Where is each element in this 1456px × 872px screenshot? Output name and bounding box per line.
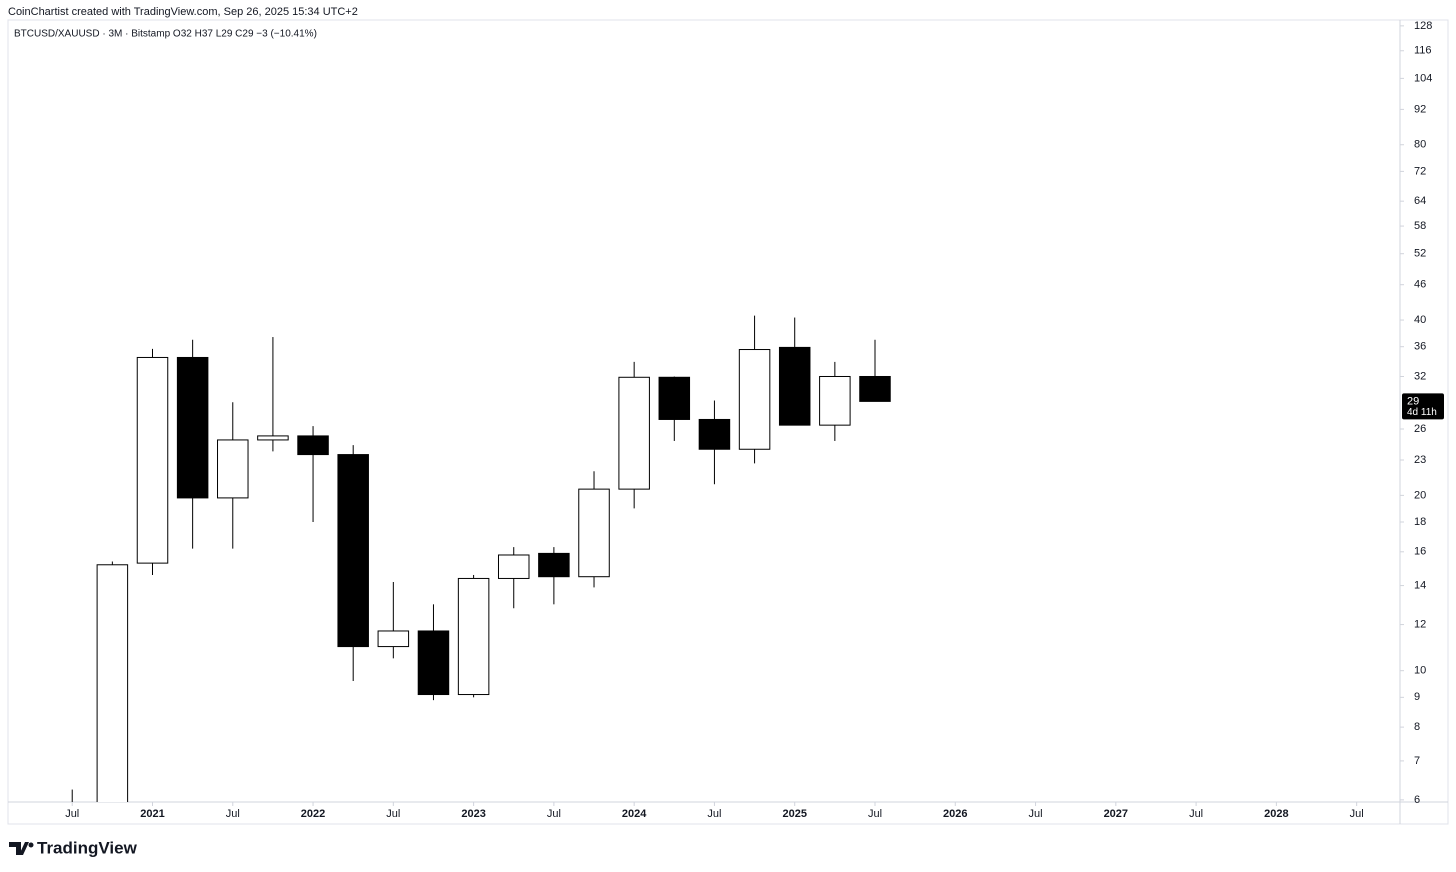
x-tick-label: Jul — [868, 808, 882, 820]
x-tick-label: 2027 — [1104, 808, 1128, 820]
candle-body — [136, 356, 169, 564]
y-tick-label: 23 — [1414, 454, 1426, 466]
credit: CoinChartist created with TradingView.co… — [8, 6, 358, 18]
candle-body — [176, 356, 209, 499]
candle-body — [658, 376, 691, 420]
candle-body — [257, 435, 289, 441]
y-tick-label: 12 — [1414, 618, 1426, 630]
x-tick-label: Jul — [1189, 808, 1203, 820]
candle-body — [217, 439, 249, 499]
y-tick-label: 10 — [1414, 665, 1426, 677]
y-tick-label: 16 — [1414, 546, 1426, 558]
candle-body — [859, 375, 891, 402]
brand: TradingView — [37, 838, 138, 857]
candle-body — [457, 577, 490, 696]
x-tick-label: 2021 — [140, 808, 164, 820]
y-tick-label: 104 — [1414, 72, 1432, 84]
candle-body — [377, 630, 410, 648]
logo-mark — [9, 842, 29, 855]
y-tick-label: 40 — [1414, 314, 1426, 326]
legend: BTCUSD/XAUUSD · 3M · Bitstamp O32 H37 L2… — [14, 29, 317, 40]
y-tick-label: 18 — [1414, 516, 1426, 528]
candle-body — [738, 349, 771, 450]
x-tick-label: 2023 — [461, 808, 485, 820]
candle-body — [297, 435, 329, 456]
y-tick-label: 14 — [1414, 579, 1426, 591]
y-tick-label: 128 — [1414, 20, 1432, 32]
candle-body — [497, 554, 530, 579]
x-tick-label: Jul — [707, 808, 721, 820]
candle-body — [698, 418, 731, 450]
y-tick-label: 46 — [1414, 279, 1426, 291]
candle-body — [96, 564, 129, 802]
y-tick-label: 36 — [1414, 341, 1426, 353]
y-tick-label: 92 — [1414, 103, 1426, 115]
y-tick-label: 7 — [1414, 755, 1420, 767]
y-tick-label: 26 — [1414, 423, 1426, 435]
y-tick-label: 9 — [1414, 691, 1420, 703]
y-tick-label: 20 — [1414, 489, 1426, 501]
candle-body — [618, 376, 650, 490]
x-tick-label: Jul — [1350, 808, 1364, 820]
candle-body — [337, 454, 369, 648]
x-tick-label: 2024 — [622, 808, 647, 820]
logo: TradingView — [9, 838, 138, 857]
x-tick-label: Jul — [547, 808, 561, 820]
last-price-box — [1402, 393, 1444, 420]
y-tick-label: 6 — [1414, 794, 1420, 806]
last-price-label: 29 — [1407, 395, 1419, 407]
countdown-label: 4d 11h — [1407, 407, 1437, 418]
y-tick-label: 52 — [1414, 248, 1426, 260]
y-tick-label: 58 — [1414, 220, 1426, 232]
x-tick-label: Jul — [1029, 808, 1043, 820]
candle-body — [778, 346, 811, 426]
x-tick-label: 2022 — [301, 808, 325, 820]
x-tick-label: 2026 — [943, 808, 967, 820]
candle-body — [417, 630, 450, 696]
x-tick-label: Jul — [65, 808, 79, 820]
x-tick-label: Jul — [386, 808, 400, 820]
plot — [71, 315, 891, 802]
candle-body — [538, 552, 570, 578]
y-tick-label: 32 — [1414, 370, 1426, 382]
candle-body — [819, 375, 851, 426]
x-tick-label: Jul — [226, 808, 240, 820]
y-tick-label: 80 — [1414, 139, 1426, 151]
x-tick-label: 2028 — [1264, 808, 1288, 820]
y-tick-label: 116 — [1414, 45, 1432, 57]
y-tick-label: 64 — [1414, 195, 1426, 207]
logo-dot — [28, 842, 34, 848]
candle-body — [578, 488, 610, 578]
x-tick-label: 2025 — [782, 808, 806, 820]
y-tick-label: 72 — [1414, 165, 1426, 177]
y-tick-label: 8 — [1414, 721, 1420, 733]
chart-frame — [7, 19, 1449, 825]
